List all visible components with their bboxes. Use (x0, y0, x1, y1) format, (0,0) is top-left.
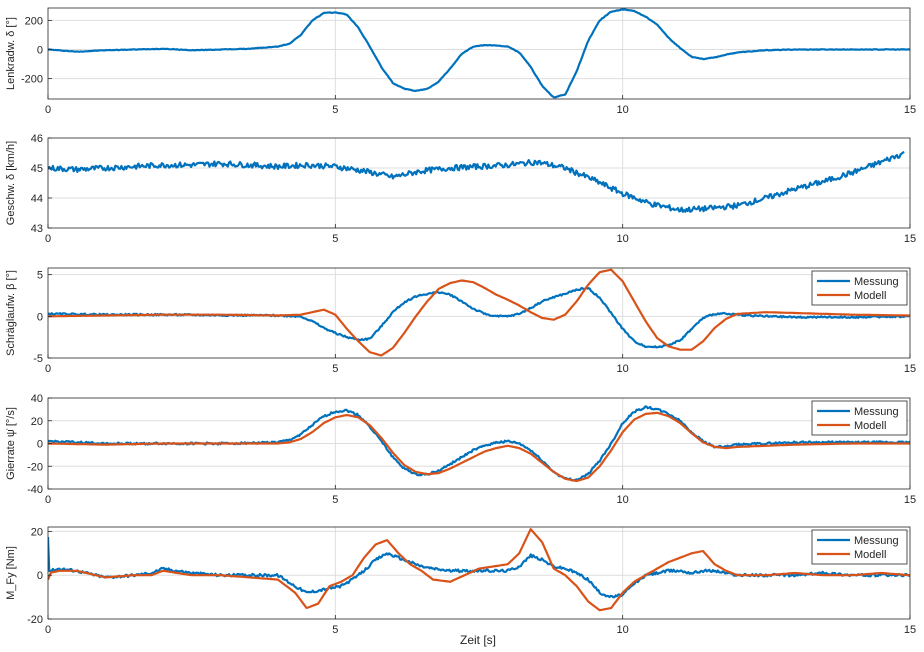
subplot-lenkradwinkel: 0 5 10 15 -200 0 200 Lenkradw. δ [°] (5, 7, 916, 116)
series-modell-line (48, 528, 910, 612)
x-tick-label: 5 (332, 624, 338, 636)
y-tick-label: 43 (31, 223, 43, 235)
x-tick-label: 10 (617, 363, 629, 375)
y-axis-label: M_Fy [Nm] (5, 546, 17, 600)
y-tick-label: 0 (37, 44, 43, 56)
x-axis-label: Zeit [s] (460, 633, 496, 647)
series-messung-line (48, 151, 905, 213)
series-messung-line (48, 8, 910, 99)
y-axis-label: Gierrate ψ̇ [°/s] (5, 407, 17, 480)
y-axis-label: Geschw. δ [km/h] (5, 141, 17, 225)
x-tick-label: 15 (904, 104, 916, 116)
legend-label-modell: Modell (854, 420, 886, 432)
series-modell-line (48, 411, 910, 483)
y-tick-label: 45 (31, 163, 43, 175)
legend: Messung Modell (811, 270, 908, 306)
y-tick-label: 200 (25, 15, 43, 27)
y-tick-label: 0 (37, 311, 43, 323)
y-tick-label: 5 (37, 270, 43, 282)
x-tick-label: 0 (45, 233, 51, 245)
y-tick-label: 0 (37, 439, 43, 451)
y-tick-label: -20 (27, 461, 43, 473)
x-tick-label: 15 (904, 494, 916, 506)
subplot-gierrate: 0 5 10 15 -40 -20 0 20 40 Gierrate ψ̇ [°/s] Messun… (5, 393, 916, 506)
x-tick-label: 10 (617, 233, 629, 245)
x-tick-label: 15 (904, 233, 916, 245)
y-tick-label: -40 (27, 484, 43, 496)
axes-frame (47, 7, 911, 100)
series-modell-line (48, 268, 910, 357)
x-tick-label: 0 (45, 624, 51, 636)
y-tick-label: 20 (31, 526, 43, 538)
legend-label-messung: Messung (854, 276, 899, 288)
x-tick-label: 5 (332, 363, 338, 375)
legend: Messung Modell (811, 400, 908, 436)
x-tick-label: 0 (45, 363, 51, 375)
legend-box (811, 529, 908, 565)
legend-label-messung: Messung (854, 535, 899, 547)
x-tick-label: 10 (617, 104, 629, 116)
y-tick-label: -200 (21, 74, 43, 86)
plot-area (48, 138, 910, 228)
legend: Messung Modell (811, 529, 908, 565)
y-tick-label: 46 (31, 133, 43, 145)
x-tick-label: 15 (904, 624, 916, 636)
x-tick-label: 10 (617, 494, 629, 506)
y-tick-label: 44 (31, 193, 43, 205)
axes-frame (47, 137, 911, 229)
x-tick-label: 15 (904, 363, 916, 375)
x-tick-label: 5 (332, 494, 338, 506)
legend-label-messung: Messung (854, 406, 899, 418)
axes-frame (47, 526, 911, 620)
legend-box (811, 270, 908, 306)
y-tick-label: 40 (31, 393, 43, 405)
x-tick-label: 5 (332, 233, 338, 245)
y-tick-label: 0 (37, 570, 43, 582)
legend-box (811, 400, 908, 436)
y-tick-label: -20 (27, 614, 43, 626)
x-tick-label: 0 (45, 494, 51, 506)
subplot-geschwindigkeit: 0 5 10 15 43 44 45 46 Geschw. δ [km/h] (5, 133, 916, 245)
legend-label-modell: Modell (854, 549, 886, 561)
axes-frame (47, 267, 911, 359)
y-tick-label: 20 (31, 416, 43, 428)
x-tick-label: 0 (45, 104, 51, 116)
plot-area (48, 8, 910, 99)
y-axis-label: Schräglaufw. β [°] (5, 270, 17, 356)
x-tick-label: 10 (617, 624, 629, 636)
y-tick-label: -5 (33, 353, 43, 365)
legend-label-modell: Modell (854, 290, 886, 302)
x-tick-label: 5 (332, 104, 338, 116)
y-axis-label: Lenkradw. δ [°] (5, 17, 17, 90)
